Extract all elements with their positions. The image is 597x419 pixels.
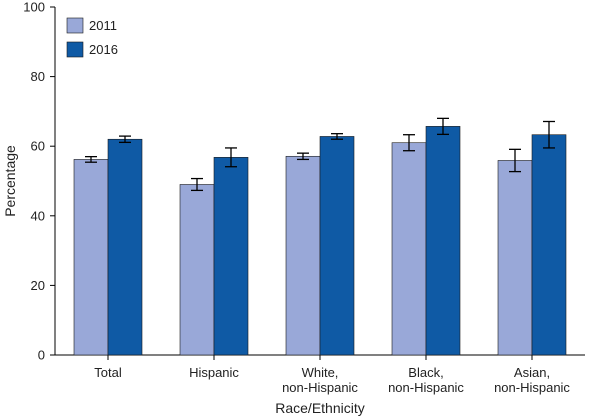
x-tick-label-line: Total <box>94 365 122 380</box>
y-tick-label: 80 <box>31 69 45 84</box>
x-tick-label: Asian, non-Hispanic <box>494 365 570 395</box>
y-tick-label: 60 <box>31 139 45 154</box>
x-tick-label-line: Black, <box>408 365 443 380</box>
bar-2011 <box>391 142 427 356</box>
x-tick-label-line: non-Hispanic <box>494 380 570 395</box>
legend-label-2016: 2016 <box>89 42 118 57</box>
x-tick-label-line: non-Hispanic <box>388 380 464 395</box>
x-axis-title: Race/Ethnicity <box>275 400 364 416</box>
legend-swatch-2011 <box>66 17 84 34</box>
x-tick-label-line: Asian, <box>514 365 550 380</box>
x-tick-label: White, non-Hispanic <box>282 365 358 395</box>
bar-2016 <box>531 134 567 356</box>
bar-2011 <box>73 159 109 356</box>
bar-2016 <box>107 138 143 356</box>
legend-swatch-2016 <box>66 41 84 58</box>
y-ticks: 0 20 40 60 80 100 <box>23 0 55 363</box>
y-axis-title: Percentage <box>2 145 18 217</box>
x-tick-label-line: non-Hispanic <box>282 380 358 395</box>
y-axis: 0 20 40 60 80 100 Percentage <box>2 0 56 363</box>
bars <box>73 126 567 356</box>
y-tick-label: 100 <box>23 0 45 15</box>
x-tick-label-line: Hispanic <box>189 365 239 380</box>
bar-2011 <box>285 155 321 356</box>
error-bars <box>85 117 555 192</box>
x-tick-label-line: White, <box>302 365 339 380</box>
legend-label-2011: 2011 <box>89 18 117 33</box>
bar-2016 <box>319 136 355 356</box>
legend: 2011 2016 <box>66 17 118 58</box>
x-tick-label: Total <box>94 365 122 380</box>
bar-2011 <box>179 184 215 356</box>
x-tick-label: Hispanic <box>189 365 239 380</box>
x-tick-label: Black, non-Hispanic <box>388 365 464 395</box>
bar-2016 <box>425 126 461 356</box>
bar-2016 <box>213 157 249 356</box>
y-tick-label: 40 <box>31 208 45 223</box>
bar-2011 <box>497 160 533 356</box>
y-tick-label: 0 <box>38 348 45 363</box>
y-tick-label: 20 <box>31 278 45 293</box>
